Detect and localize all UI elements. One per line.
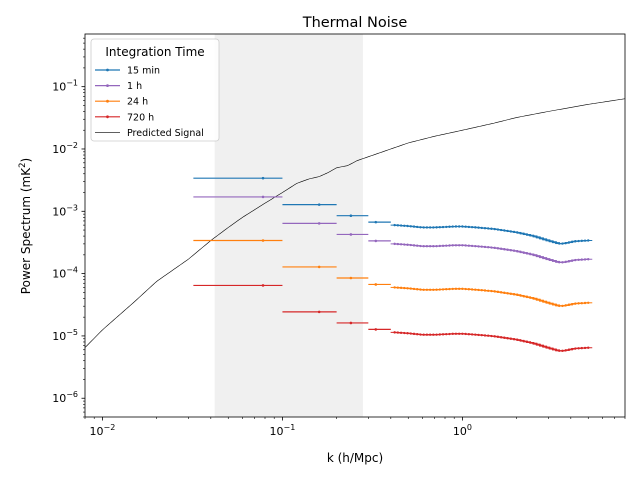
x-tick-label-exponent: −1 [284,423,296,432]
y-tick-label-exponent: −3 [66,203,78,212]
legend-label: 24 h [127,97,148,108]
x-tick-label-exponent: 0 [467,423,472,432]
series-720-h [193,284,593,353]
y-tick-label: 10−5 [52,328,78,343]
legend-box [90,38,220,142]
data-point [349,321,353,325]
x-tick-label: 100 [453,423,472,438]
x-tick-label: 10−1 [270,423,296,438]
y-tick-label: 10−1 [52,79,78,94]
series-24-h [193,239,593,308]
y-tick-label: 10−3 [52,203,78,218]
series-line [394,286,589,307]
y-tick-label-base: 10 [52,143,66,156]
legend-marker [106,115,109,119]
y-tick-label-base: 10 [52,81,66,94]
y-axis-label-superscript: 2 [18,162,28,167]
data-point [261,195,265,199]
series-line [394,331,589,352]
x-tick-label-exponent: −2 [104,423,116,432]
legend-marker [106,68,109,72]
y-tick-label-exponent: −2 [66,141,78,150]
y-axis-label-main: Power Spectrum (mK [19,167,33,294]
data-point [374,220,378,224]
data-point [261,284,265,287]
x-tick-label-base: 10 [453,425,467,438]
data-point [317,203,321,206]
y-tick-label: 10−6 [52,390,78,405]
legend-label: Predicted Signal [127,128,204,139]
y-tick-label: 10−2 [52,141,78,156]
data-point [374,328,378,331]
series-15-min [193,176,593,245]
data-point [317,222,321,225]
y-tick-label-base: 10 [52,392,66,405]
series-line [394,224,589,245]
legend-title: Integration Time [105,45,204,59]
legend-entries: 15 min 1 h 24 h 720 h Predicted Signal [95,66,204,139]
data-point [374,239,378,243]
legend: Integration Time 15 min 1 h 24 h 720 h Predi… [90,38,220,142]
y-tick-label-exponent: −6 [66,390,78,399]
series-layer [85,98,625,353]
legend-marker [106,84,109,87]
x-tick-label-base: 10 [270,425,284,438]
legend-marker [106,99,109,103]
y-tick-label: 10−4 [52,266,78,281]
legend-label: 15 min [127,66,160,77]
data-point [374,283,378,286]
y-tick-label-exponent: −5 [66,328,78,337]
legend-label: 1 h [127,81,142,92]
series-1-h [193,195,593,264]
y-axis-label: Power Spectrum (mK2) [18,158,33,294]
legend-label: 720 h [127,112,154,123]
y-tick-label-exponent: −1 [66,79,78,88]
data-point [261,239,265,242]
y-tick-label-exponent: −4 [66,266,78,275]
data-point [349,214,353,217]
y-tick-label-base: 10 [52,268,66,281]
data-point [349,276,353,280]
data-point [317,310,321,314]
x-axis-label: k (h/Mpc) [327,451,383,465]
x-tick-label: 10−2 [90,423,116,438]
data-point [349,233,353,236]
x-tick-label-base: 10 [90,425,104,438]
y-tick-label-base: 10 [52,205,66,218]
series-line [394,243,589,263]
plot-frame [84,33,626,418]
shaded-region [214,34,363,417]
predicted-signal-line [85,98,625,348]
data-point [317,265,321,269]
chart-title: Thermal Noise [302,15,408,31]
y-axis-label-close: ) [19,158,33,163]
data-point [261,176,265,180]
y-tick-label-base: 10 [52,330,66,343]
